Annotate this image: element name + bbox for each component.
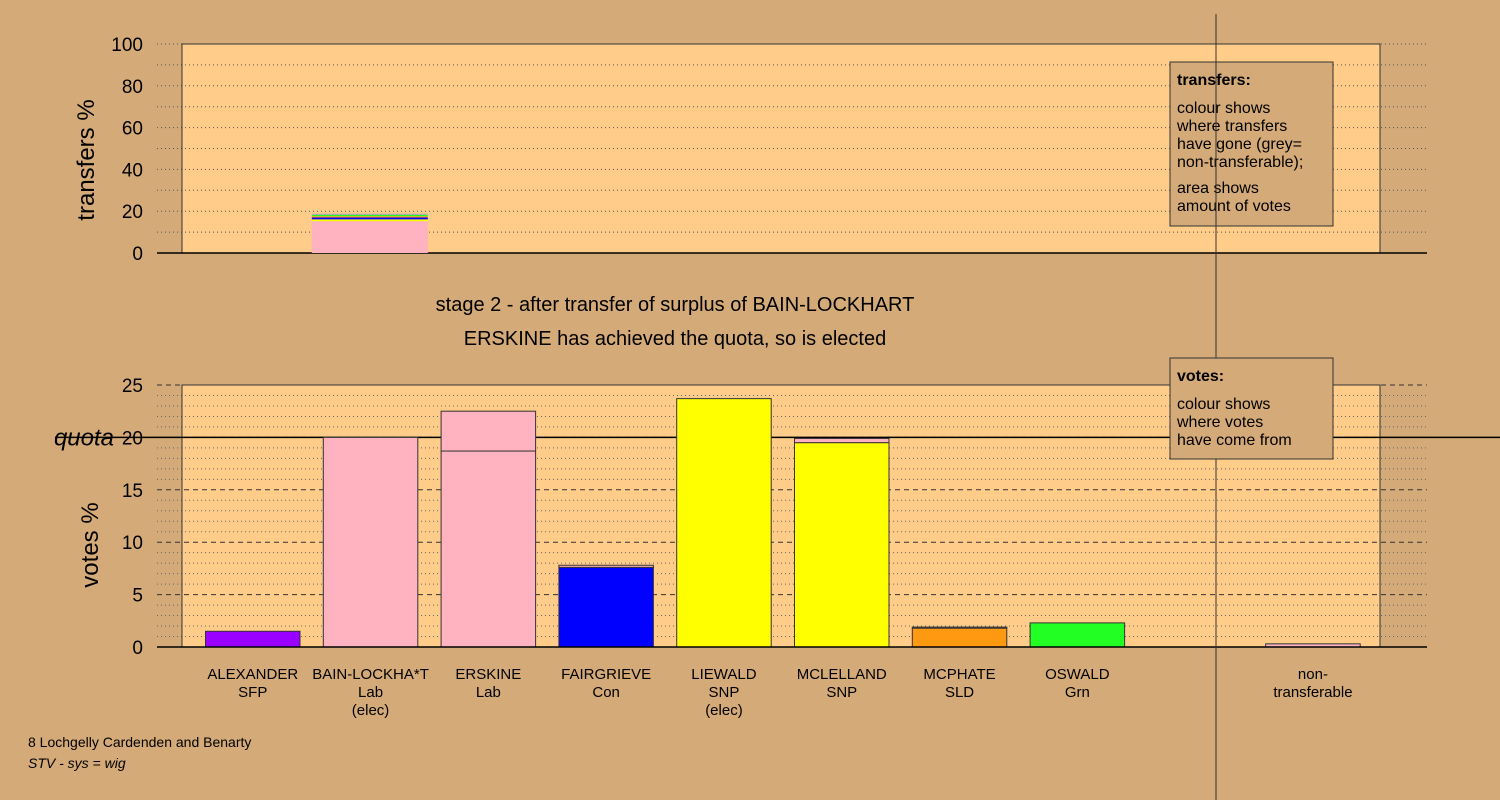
candidate-name-label: ALEXANDER [207, 666, 298, 683]
candidate-note-label: (elec) [705, 702, 743, 719]
votes-legend-text: where votes [1176, 414, 1263, 431]
votes-tick-label: 0 [132, 638, 143, 659]
vote-segment [676, 398, 772, 648]
transfer-segment [311, 216, 428, 218]
transfers-legend-text: area shows [1177, 180, 1259, 197]
candidate-party-label: Lab [476, 684, 501, 701]
candidate-name-label: MCPHATE [923, 666, 995, 683]
vote-segment [1029, 622, 1126, 648]
candidate-name-label: BAIN-LOCKHA*T [312, 666, 429, 683]
transfers-tick-label: 20 [122, 202, 143, 223]
transfers-tick-label: 80 [122, 77, 143, 98]
vote-segment [911, 626, 1008, 629]
footer-ward: 8 Lochgelly Cardenden and Benarty [28, 734, 251, 750]
chart-subtitle: ERSKINE has achieved the quota, so is el… [464, 328, 886, 350]
candidate-name-label: MCLELLAND [797, 666, 887, 683]
transfer-segment [311, 221, 428, 253]
votes-legend-text: colour shows [1177, 396, 1270, 413]
candidate-party-label: SLD [945, 684, 974, 701]
transfer-segment [311, 219, 428, 222]
votes-tick-label: 5 [132, 586, 143, 607]
vote-segment [205, 630, 301, 648]
transfers-legend-box [1169, 61, 1334, 227]
candidate-party-label: Grn [1065, 684, 1090, 701]
transfers-legend-text: amount of votes [1177, 198, 1291, 215]
candidate-name-label: non- [1298, 666, 1328, 683]
candidate-party-label: transferable [1273, 684, 1352, 701]
candidate-party-label: SFP [238, 684, 267, 701]
candidate-name-label: FAIRGRIEVE [561, 666, 651, 683]
candidate-note-label: (elec) [352, 702, 390, 719]
transfers-legend-text: have gone (grey= [1177, 136, 1302, 153]
candidate-party-label: Con [592, 684, 620, 701]
vote-segment [558, 566, 654, 648]
votes-legend-heading: votes: [1177, 368, 1224, 385]
candidate-party-label: SNP [709, 684, 740, 701]
transfers-tick-label: 60 [122, 119, 143, 140]
candidate-party-label: Lab [358, 684, 383, 701]
footer-system: STV - sys = wig [28, 755, 126, 771]
candidate-party-label: SNP [826, 684, 857, 701]
votes-legend-text: have come from [1177, 432, 1292, 449]
candidate-name-label: OSWALD [1045, 666, 1110, 683]
chart-title: stage 2 - after transfer of surplus of B… [436, 294, 915, 316]
transfer-segment [311, 214, 428, 217]
candidate-name-label: ERSKINE [455, 666, 521, 683]
transfers-tick-label: 40 [122, 160, 143, 181]
transfers-axis-label: transfers % [73, 99, 100, 220]
vote-segment [440, 410, 537, 452]
votes-axis-label: votes % [77, 502, 104, 587]
candidate-name-label: LIEWALD [691, 666, 756, 683]
transfer-segment [311, 217, 428, 220]
vote-segment [794, 442, 890, 648]
vote-segment [322, 436, 419, 648]
transfers-chart: 0 20 40 60 80 100 transfers: colour showswhere … [111, 35, 1427, 265]
votes-tick-label: 15 [122, 481, 143, 502]
transfer-segment [311, 213, 428, 215]
transfers-legend-heading: transfers: [1177, 72, 1251, 89]
transfers-tick-label: 100 [111, 35, 143, 56]
votes-tick-label: 25 [122, 376, 143, 397]
votes-tick-label: 20 [122, 428, 143, 449]
votes-legend-box [1169, 357, 1334, 460]
vote-segment [794, 437, 890, 444]
transfers-legend-text: non-transferable); [1177, 154, 1303, 171]
transfers-tick-label: 0 [132, 244, 143, 265]
quota-label: quota [54, 424, 114, 451]
vote-segment [558, 564, 654, 568]
transfers-legend-text: colour shows [1177, 100, 1270, 117]
transfers-legend-text: where transfers [1176, 118, 1287, 135]
votes-tick-label: 10 [122, 533, 143, 554]
vote-segment [440, 450, 537, 648]
vote-segment [911, 627, 1008, 648]
